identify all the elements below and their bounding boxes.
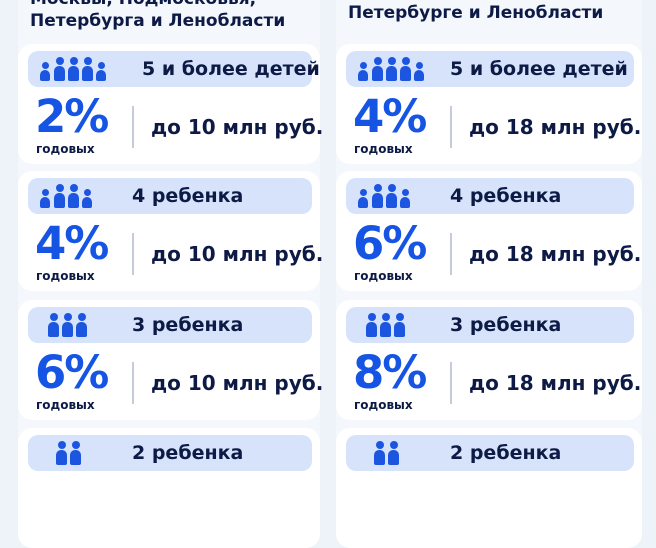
- person-figure: [374, 441, 385, 465]
- person-figure: [388, 441, 399, 465]
- children-count-pill: 3 ребенка: [28, 307, 312, 343]
- right-column-heading: Петербурге и Ленобласти: [348, 0, 634, 24]
- five-children-icon: [40, 57, 108, 81]
- five-children-icon: [358, 57, 426, 81]
- heading-line: Москвы, Подмосковья,: [30, 0, 312, 10]
- mortgage-card: 4 ребенка 4% годовых до 10 млн руб.: [18, 171, 324, 291]
- person-figure: [400, 189, 410, 208]
- left-column-heading: Москвы, Подмосковья, Петербурга и Ленобл…: [30, 0, 312, 32]
- person-figure: [68, 57, 79, 81]
- person-figure: [380, 313, 391, 337]
- mortgage-card: 4 ребенка 6% годовых до 18 млн руб.: [336, 171, 642, 291]
- children-count-pill: 3 ребенка: [346, 307, 634, 343]
- children-count-pill: 2 ребенка: [346, 435, 634, 471]
- person-figure: [70, 441, 81, 465]
- loan-limit: до 10 млн руб.: [151, 115, 324, 139]
- children-count-pill: 2 ребенка: [28, 435, 312, 471]
- four-children-icon: [358, 184, 420, 208]
- mortgage-card: 2 ребенка: [18, 428, 320, 548]
- interest-rate: 6%: [35, 346, 109, 399]
- children-count-label: 4 ребенка: [132, 185, 244, 207]
- children-count-label: 4 ребенка: [450, 185, 562, 207]
- children-count-label: 5 и более детей: [142, 58, 320, 80]
- divider: [450, 362, 452, 404]
- person-figure: [414, 62, 424, 81]
- loan-limit: до 18 млн руб.: [469, 242, 642, 266]
- divider: [450, 106, 452, 148]
- rate-unit: годовых: [354, 142, 413, 156]
- children-count-label: 3 ребенка: [132, 314, 244, 336]
- divider: [450, 233, 452, 275]
- divider: [132, 362, 134, 404]
- person-figure: [54, 184, 65, 208]
- person-figure: [40, 189, 50, 208]
- person-figure: [358, 62, 368, 81]
- two-children-icon: [374, 441, 406, 465]
- four-children-icon: [40, 184, 102, 208]
- interest-rate: 8%: [353, 346, 427, 399]
- loan-limit: до 18 млн руб.: [469, 115, 642, 139]
- loan-limit: до 10 млн руб.: [151, 242, 324, 266]
- person-figure: [358, 189, 368, 208]
- children-count-label: 3 ребенка: [450, 314, 562, 336]
- person-figure: [82, 57, 93, 81]
- mortgage-card: 5 и более детей 2% годовых до 10 млн руб…: [18, 44, 324, 164]
- person-figure: [48, 313, 59, 337]
- children-count-label: 5 и более детей: [450, 58, 628, 80]
- person-figure: [372, 57, 383, 81]
- rate-unit: годовых: [354, 398, 413, 412]
- person-figure: [386, 57, 397, 81]
- rate-unit: годовых: [36, 142, 95, 156]
- heading-line: Петербурге и Ленобласти: [348, 3, 604, 23]
- children-count-label: 2 ребенка: [450, 442, 562, 464]
- interest-rate: 4%: [35, 217, 109, 270]
- rate-unit: годовых: [36, 398, 95, 412]
- divider: [132, 233, 134, 275]
- person-figure: [372, 184, 383, 208]
- interest-rate: 4%: [353, 90, 427, 143]
- mortgage-card: 3 ребенка 6% годовых до 10 млн руб.: [18, 300, 324, 420]
- rate-unit: годовых: [354, 269, 413, 283]
- children-count-pill: 4 ребенка: [28, 178, 312, 214]
- person-figure: [40, 62, 50, 81]
- children-count-pill: 5 и более детей: [346, 51, 634, 87]
- children-count-label: 2 ребенка: [132, 442, 244, 464]
- loan-limit: до 10 млн руб.: [151, 371, 324, 395]
- two-children-icon: [56, 441, 88, 465]
- three-children-icon: [366, 313, 414, 337]
- person-figure: [366, 313, 377, 337]
- interest-rate: 6%: [353, 217, 427, 270]
- divider: [132, 106, 134, 148]
- person-figure: [76, 313, 87, 337]
- person-figure: [62, 313, 73, 337]
- mortgage-card: 2 ребенка: [336, 428, 642, 548]
- interest-rate: 2%: [35, 90, 109, 143]
- rate-unit: годовых: [36, 269, 95, 283]
- person-figure: [96, 62, 106, 81]
- left-column: Москвы, Подмосковья, Петербурга и Ленобл…: [18, 0, 324, 548]
- person-figure: [54, 57, 65, 81]
- mortgage-card: 5 и более детей 4% годовых до 18 млн руб…: [336, 44, 642, 164]
- person-figure: [394, 313, 405, 337]
- person-figure: [386, 184, 397, 208]
- person-figure: [68, 184, 79, 208]
- children-count-pill: 4 ребенка: [346, 178, 634, 214]
- mortgage-card: 3 ребенка 8% годовых до 18 млн руб.: [336, 300, 642, 420]
- three-children-icon: [48, 313, 96, 337]
- loan-limit: до 18 млн руб.: [469, 371, 642, 395]
- heading-line: Петербурга и Ленобласти: [30, 11, 286, 31]
- right-column: Петербурге и Ленобласти 5 и более детей …: [336, 0, 642, 548]
- person-figure: [56, 441, 67, 465]
- person-figure: [400, 57, 411, 81]
- person-figure: [82, 189, 92, 208]
- children-count-pill: 5 и более детей: [28, 51, 320, 87]
